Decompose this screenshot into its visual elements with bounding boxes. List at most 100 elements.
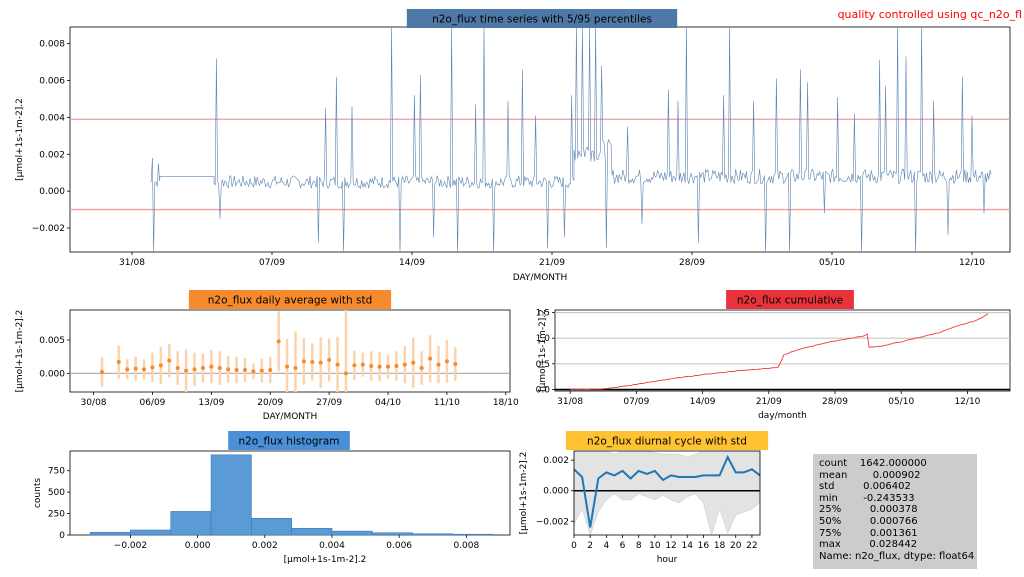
daily-point (453, 362, 458, 366)
histogram-bar (452, 533, 494, 536)
daily-xlabel: DAY/MONTH (263, 412, 318, 422)
daily-x-tick-label: 27/09 (316, 398, 342, 408)
daily-point (242, 368, 247, 372)
histogram-y-tick-label: 0 (59, 531, 65, 541)
diurnal-y-tick-label: 0.000 (543, 487, 569, 497)
daily-point (116, 360, 121, 364)
daily-ylabel: [μmol+1s-1m-2].2 (15, 310, 25, 393)
timeseries-frame (69, 26, 1011, 253)
histogram-x-tick-label: 0.000 (185, 541, 211, 551)
histogram-x-tick-label: −0.002 (114, 541, 147, 551)
histogram-title: n2o_flux histogram (238, 436, 339, 448)
daily-title-bg (188, 290, 392, 309)
cumulative-x-tick-label: 12/10 (954, 397, 980, 407)
cumulative-y-tick-label: 0.0 (536, 385, 551, 395)
cumulative-y-tick-label: 0.5 (536, 360, 550, 370)
daily-frame (69, 309, 511, 393)
cumulative-x-tick-label: 28/09 (822, 397, 848, 407)
histogram-bar (210, 454, 252, 536)
diurnal-x-tick-label: 2 (587, 541, 593, 551)
histogram-bar (170, 511, 212, 536)
diurnal-x-tick-label: 4 (603, 541, 609, 551)
diurnal-frame (573, 450, 761, 536)
daily-point (234, 368, 239, 372)
daily-x-tick-label: 20/09 (257, 398, 283, 408)
daily-point (352, 363, 357, 368)
diurnal-mean-line (573, 454, 761, 528)
histogram-bar (291, 528, 333, 536)
histogram-y-tick-label: 750 (48, 467, 65, 477)
daily-point (394, 364, 399, 368)
diurnal-y-tick-label: −0.002 (536, 517, 569, 527)
diurnal-x-tick-label: 0 (571, 541, 577, 551)
daily-point (226, 367, 231, 372)
timeseries-y-tick-label: 0.000 (39, 187, 65, 197)
timeseries-x-tick-label: 28/09 (679, 258, 705, 268)
histogram-x-tick-label: 0.008 (453, 541, 479, 551)
daily-x-tick-label: 13/09 (198, 398, 224, 408)
daily-point (142, 367, 147, 372)
diurnal-x-tick-label: 12 (665, 541, 676, 551)
timeseries-x-tick-label: 21/09 (539, 258, 565, 268)
cumulative-frame (554, 309, 1011, 392)
daily-point (343, 371, 348, 376)
statistics-summary-box: count 1642.000000 mean 0.000902 std 0.00… (813, 454, 977, 569)
daily-point (377, 364, 382, 369)
timeseries-x-tick-label: 05/10 (819, 258, 845, 268)
cumulative-x-tick-label: 31/08 (557, 397, 583, 407)
histogram-xlabel: [μmol+1s-1m-2].2 (284, 555, 367, 565)
timeseries-x-tick-label: 14/09 (399, 258, 425, 268)
daily-point (150, 365, 155, 370)
quality-control-note: quality controlled using qc_n2o_fl (837, 8, 1022, 21)
timeseries-y-tick-label: 0.002 (39, 150, 65, 160)
cumulative-ylabel: [μmol+1s-1m-2].2 (538, 309, 548, 392)
diurnal-x-tick-label: 22 (746, 541, 757, 551)
diurnal-x-tick-label: 14 (681, 541, 693, 551)
daily-title: n2o_flux daily average with std (208, 295, 373, 307)
cumulative-title-bg (726, 290, 854, 309)
diurnal-x-tick-label: 16 (698, 541, 710, 551)
timeseries-line (149, 26, 992, 253)
cumulative-y-tick-label: 1.5 (536, 309, 550, 319)
cumulative-line (570, 313, 989, 391)
daily-point (251, 369, 256, 374)
daily-point (268, 368, 273, 372)
histogram-x-tick-label: 0.004 (319, 541, 345, 551)
diurnal-title-bg (565, 431, 769, 450)
diurnal-x-tick-label: 18 (714, 541, 726, 551)
daily-point (192, 367, 197, 372)
daily-point (310, 360, 315, 364)
cumulative-title: n2o_flux cumulative (737, 295, 843, 307)
daily-point (318, 360, 323, 365)
daily-y-tick-label: 0.005 (39, 336, 65, 346)
diurnal-title: n2o_flux diurnal cycle with std (587, 436, 747, 448)
timeseries-y-tick-label: 0.006 (39, 76, 65, 86)
daily-point (402, 362, 407, 367)
daily-point (285, 364, 290, 369)
daily-point (125, 367, 130, 372)
daily-point (276, 339, 281, 344)
cumulative-x-tick-label: 07/09 (623, 397, 649, 407)
daily-point (444, 359, 449, 364)
diurnal-y-tick-label: 0.002 (543, 456, 569, 466)
daily-point (369, 364, 374, 368)
histogram-title-bg (228, 431, 350, 450)
daily-x-tick-label: 04/10 (375, 398, 401, 408)
daily-point (419, 366, 424, 370)
daily-x-tick-label: 06/09 (139, 398, 165, 408)
diurnal-x-tick-label: 20 (730, 541, 742, 551)
daily-point (386, 364, 391, 369)
diurnal-xlabel: hour (657, 555, 678, 565)
histogram-bar (130, 529, 172, 536)
timeseries-ylabel: [μmol+1s-1m-2].2 (15, 98, 25, 181)
daily-point (167, 358, 172, 363)
cumulative-x-tick-label: 14/09 (690, 397, 716, 407)
daily-x-tick-label: 30/08 (81, 398, 107, 408)
diurnal-x-tick-label: 10 (649, 541, 661, 551)
daily-point (428, 356, 433, 361)
daily-point (259, 368, 264, 373)
timeseries-x-tick-label: 31/08 (119, 258, 145, 268)
daily-x-tick-label: 18/10 (493, 398, 519, 408)
diurnal-x-tick-label: 8 (636, 541, 642, 551)
histogram-bar (412, 533, 454, 536)
